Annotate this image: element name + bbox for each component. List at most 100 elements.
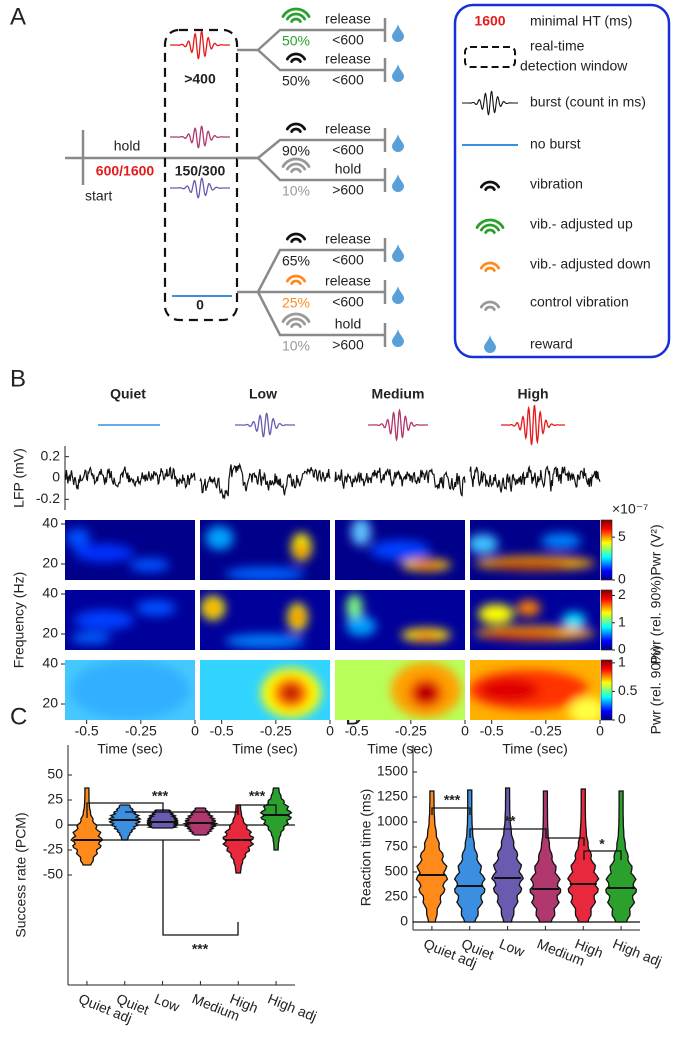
colorbar xyxy=(600,589,613,651)
y-tick-label: 0 xyxy=(400,913,408,929)
vibration-icon xyxy=(484,185,496,191)
window-value: 150/300 xyxy=(175,163,226,179)
vibration-icon xyxy=(290,237,302,243)
vibration-icon xyxy=(285,317,307,326)
spectrogram-blob xyxy=(412,562,440,568)
spectrogram-blobs xyxy=(71,600,176,644)
legend-box xyxy=(453,3,671,359)
spectrogram xyxy=(65,520,195,580)
burst-icon xyxy=(462,90,518,116)
spectrogram-blob xyxy=(479,678,539,702)
violin xyxy=(529,790,562,923)
violin xyxy=(491,787,525,923)
legend-label: minimal HT (ms) xyxy=(530,13,632,29)
y-tick-label: 0 xyxy=(55,816,63,832)
vibration-icon xyxy=(290,127,302,133)
reward-icon xyxy=(392,64,404,82)
significance-label: * xyxy=(599,836,605,852)
spectrogram-blobs xyxy=(261,668,321,718)
branch-limit: >600 xyxy=(332,337,364,353)
colorbar-tick-label: 1 xyxy=(618,654,626,670)
y-tick-label: -0.2 xyxy=(36,490,60,506)
window-value: >400 xyxy=(184,71,216,87)
hold-label: hold xyxy=(114,138,140,154)
spectrogram-blob xyxy=(71,632,111,644)
condition-title: Low xyxy=(249,386,277,402)
spectrogram-blob xyxy=(283,685,299,701)
branch-action: hold xyxy=(335,161,361,177)
x-axis-label: Time (sec) xyxy=(97,741,163,757)
y-tick-label: 40 xyxy=(42,655,58,671)
legend-label: burst (count in ms) xyxy=(530,94,646,110)
branch-limit: >600 xyxy=(332,182,364,198)
reward-icon xyxy=(484,335,496,353)
branch-percent: 65% xyxy=(282,253,310,269)
spectrogram-blobs xyxy=(470,533,595,571)
spectrogram-blob xyxy=(296,542,307,558)
spectrogram-blob xyxy=(205,526,234,550)
branch-limit: <600 xyxy=(332,142,364,158)
significance-bracket xyxy=(162,840,239,936)
spectrogram xyxy=(470,520,600,580)
violin xyxy=(182,807,219,836)
significance-bracket xyxy=(431,807,471,815)
branch-percent: 90% xyxy=(282,143,310,159)
y-axis-label: Success rate (PCM) xyxy=(13,812,29,937)
x-tick-label: 0 xyxy=(596,723,604,739)
vibration-icon xyxy=(290,57,302,63)
spectrogram-blob xyxy=(225,634,305,648)
y-tick-label: 0.2 xyxy=(41,447,61,463)
significance-bracket xyxy=(237,804,277,815)
y-axis-label: Frequency (Hz) xyxy=(11,572,27,668)
spectrogram xyxy=(200,660,330,720)
vibration-icon xyxy=(290,279,302,285)
y-axis-label: LFP (mV) xyxy=(11,448,27,508)
spectrogram xyxy=(335,660,465,720)
vibration-icon xyxy=(479,180,501,189)
vibration-icon xyxy=(479,223,501,232)
legend-label: control vibration xyxy=(530,294,629,310)
colorbar-tick-label: 1 xyxy=(618,613,626,629)
burst-icon xyxy=(368,408,428,442)
y-tick-label: 20 xyxy=(42,555,58,571)
spectrogram-blob xyxy=(292,609,303,625)
x-tick-label: -0.25 xyxy=(530,723,562,739)
lfp-trace xyxy=(64,465,196,490)
spectrogram-blobs xyxy=(470,670,600,720)
burst-icon xyxy=(501,404,565,446)
legend-window-icon xyxy=(464,46,516,68)
spectrogram-blob xyxy=(207,602,219,614)
vibration-icon xyxy=(285,274,307,283)
branch-line xyxy=(256,248,385,293)
vibration-icon xyxy=(479,261,501,270)
y-tick-label: 40 xyxy=(42,515,58,531)
vibration-icon xyxy=(484,228,496,234)
branch-percent: 10% xyxy=(282,183,310,199)
y-tick-label: 1000 xyxy=(377,813,408,829)
colorbar-tick-label: 0 xyxy=(618,711,626,727)
colorbar-label: Pwr (V²) xyxy=(648,524,664,575)
vibration-icon xyxy=(285,162,307,171)
vibration-icon xyxy=(484,266,496,272)
colorbar xyxy=(600,659,613,721)
violin xyxy=(70,787,104,866)
branch-line xyxy=(257,28,385,51)
spectrogram-blobs xyxy=(351,520,451,571)
reward-icon xyxy=(392,24,404,42)
violin xyxy=(453,789,486,923)
panel-label: B xyxy=(10,365,26,392)
y-tick-label: 250 xyxy=(385,888,409,904)
vibration-icon xyxy=(290,167,302,173)
vibration-icon xyxy=(285,232,307,241)
significance-label: *** xyxy=(152,788,169,804)
vibration-icon xyxy=(285,12,307,21)
y-tick-label: 50 xyxy=(47,766,63,782)
branch-limit: <600 xyxy=(332,294,364,310)
branch-action: release xyxy=(325,231,371,247)
spectrogram xyxy=(335,590,465,650)
x-tick-label: High adj xyxy=(266,990,320,1024)
x-tick-label: Low xyxy=(497,935,528,960)
branch-action: release xyxy=(325,11,371,27)
violin xyxy=(146,809,179,829)
y-tick-label: 1500 xyxy=(377,763,408,779)
